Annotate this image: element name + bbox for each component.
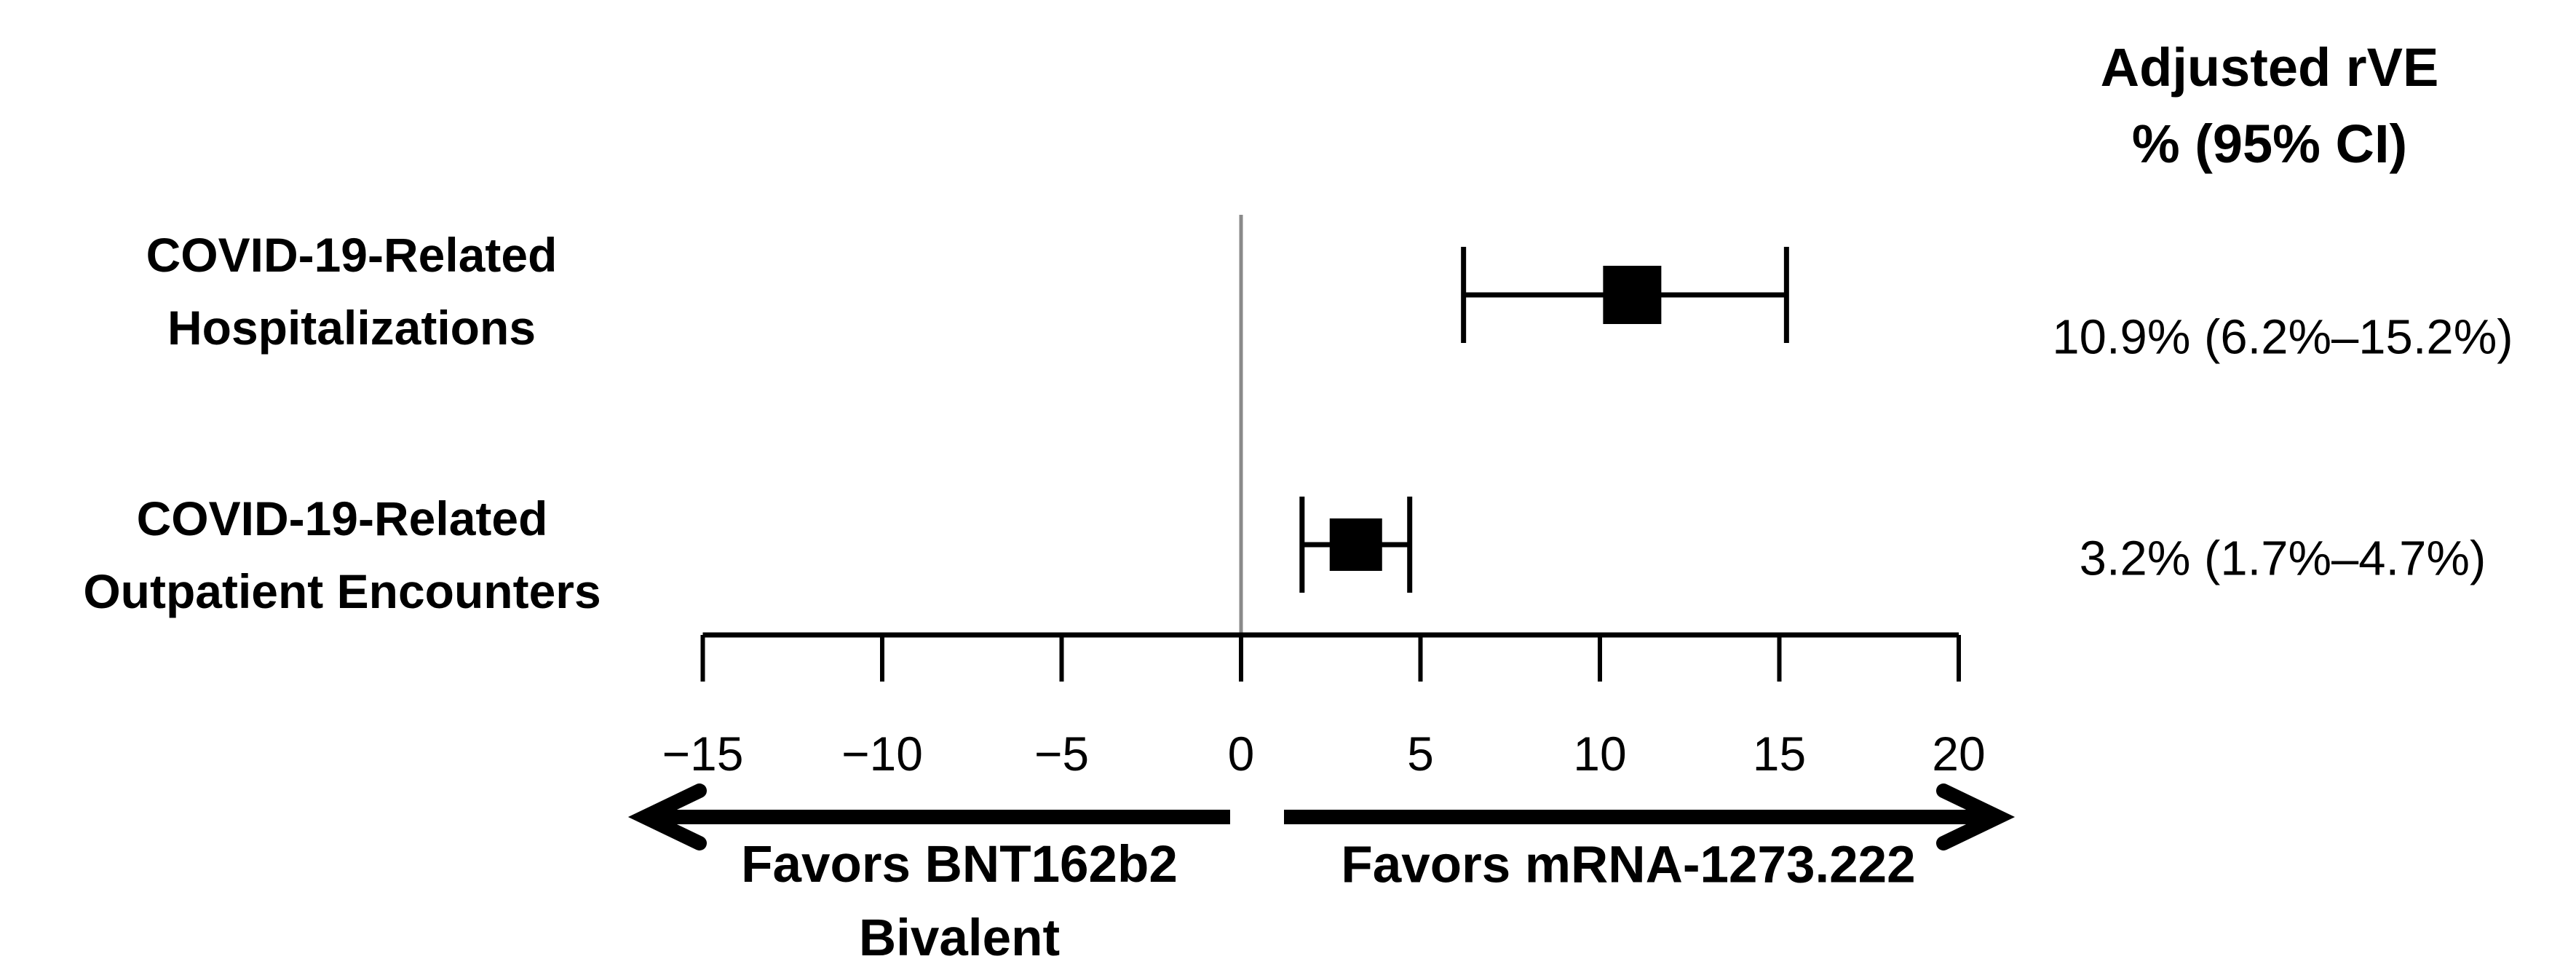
- row-label-line: Hospitalizations: [167, 301, 536, 355]
- row-label-outpatient-encounters: COVID-19-Related Outpatient Encounters: [83, 482, 601, 628]
- point-estimate-marker: [1329, 518, 1382, 571]
- column-header-line: % (95% CI): [2131, 114, 2408, 174]
- row-label-hospitalizations: COVID-19-Related Hospitalizations: [146, 218, 558, 364]
- favors-right-arrowhead-icon: [1936, 783, 2016, 850]
- axis-tick-label: 20: [1932, 727, 1985, 781]
- row-label-line: COVID-19-Related: [146, 228, 558, 282]
- column-header-adjusted-rve: Adjusted rVE % (95% CI): [2101, 29, 2439, 182]
- favors-left-arrowhead-icon: [627, 783, 707, 850]
- axis-tick-label: −10: [841, 727, 923, 781]
- axis-tick-label: 5: [1407, 727, 1434, 781]
- axis-tick-label: 0: [1228, 727, 1255, 781]
- point-estimate-marker: [1603, 266, 1662, 324]
- favors-left-line: Bivalent: [858, 909, 1061, 967]
- axis-tick-label: 10: [1573, 727, 1626, 781]
- rve-value-outpatient-encounters: 3.2% (1.7%–4.7%): [2079, 531, 2486, 586]
- axis-tick-label: 15: [1753, 727, 1806, 781]
- favors-mrna-1273-label: Favors mRNA-1273.222: [1341, 836, 1916, 894]
- rve-value-hospitalizations: 10.9% (6.2%–15.2%): [2052, 309, 2513, 365]
- axis-tick-label: −15: [662, 727, 744, 781]
- favors-bnt162b2-label: Favors BNT162b2 Bivalent: [741, 828, 1178, 975]
- favors-left-line: Favors BNT162b2: [741, 836, 1178, 893]
- axis-tick-label: −5: [1034, 727, 1089, 781]
- row-label-line: Outpatient Encounters: [83, 564, 601, 618]
- column-header-line: Adjusted rVE: [2100, 37, 2439, 98]
- row-label-line: COVID-19-Related: [136, 492, 548, 545]
